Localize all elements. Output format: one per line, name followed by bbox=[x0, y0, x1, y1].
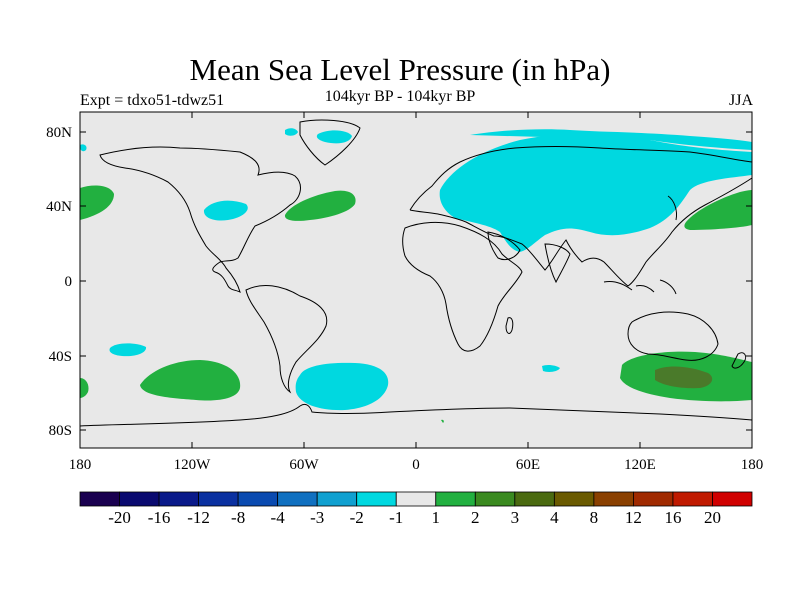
north-atlantic-positive-region bbox=[284, 190, 356, 221]
colorbar-box bbox=[514, 491, 555, 507]
lon-label-60w: 60W bbox=[289, 457, 319, 473]
colorbar-box bbox=[277, 491, 318, 507]
colorbar-label: 8 bbox=[590, 508, 599, 527]
lat-label-40n: 40N bbox=[46, 199, 72, 215]
experiment-label: Expt = tdxo51-tdwz51 bbox=[80, 92, 225, 109]
colorbar-label: 4 bbox=[550, 508, 559, 527]
colorbar-box bbox=[672, 491, 713, 507]
eurasia-negative-region bbox=[439, 133, 752, 252]
colorbar-box bbox=[633, 491, 674, 507]
new-zealand-coast bbox=[731, 352, 747, 369]
eurasia-coast bbox=[409, 146, 753, 287]
colorbar-label: -12 bbox=[187, 508, 210, 527]
colorbar-box bbox=[712, 491, 753, 507]
india-coast bbox=[544, 243, 571, 284]
colorbar-label: -2 bbox=[350, 508, 364, 527]
canada-negative-region bbox=[203, 200, 248, 221]
colorbar-box bbox=[198, 491, 239, 507]
antarctica-coast bbox=[79, 403, 753, 427]
colorbar-label: -3 bbox=[310, 508, 324, 527]
arabia-coast bbox=[487, 231, 521, 261]
south-pacific-negative-region bbox=[109, 343, 147, 357]
lon-axis bbox=[191, 112, 641, 448]
lon-label-60e: 60E bbox=[516, 457, 540, 473]
colorbar-box bbox=[474, 491, 516, 507]
colorbar-label: -4 bbox=[271, 508, 286, 527]
lat-label-80s: 80S bbox=[49, 423, 72, 439]
lon-label-120e: 120E bbox=[624, 457, 656, 473]
greenland-negative-region bbox=[316, 130, 352, 144]
indonesia-coast bbox=[603, 279, 677, 295]
colorbar-label: -16 bbox=[148, 508, 171, 527]
colorbar-box bbox=[316, 491, 358, 507]
australia-south-core-region bbox=[655, 366, 713, 389]
south-pacific-positive-region bbox=[140, 360, 241, 401]
north-pacific-west-positive-region bbox=[80, 185, 114, 220]
colorbar-label: -8 bbox=[231, 508, 245, 527]
colorbar-box bbox=[553, 491, 595, 507]
lat-label-80n: 80N bbox=[46, 125, 72, 141]
colorbar-label: -1 bbox=[389, 508, 403, 527]
australia-coast bbox=[627, 311, 719, 361]
anomaly-layer bbox=[79, 128, 752, 423]
colorbar-label: 20 bbox=[704, 508, 721, 527]
lat-label-40s: 40S bbox=[49, 349, 72, 365]
colorbar-label: 1 bbox=[432, 508, 441, 527]
lon-label-0: 0 bbox=[412, 457, 420, 473]
period-label: 104kyr BP - 104kyr BP bbox=[324, 88, 476, 105]
north-america-coast bbox=[99, 146, 301, 293]
colorbar-label: 16 bbox=[664, 508, 681, 527]
indian-ocean-negative-region bbox=[542, 364, 560, 372]
arctic-negative-region bbox=[470, 129, 752, 150]
africa-coast bbox=[402, 221, 523, 352]
small-green-dot bbox=[441, 419, 444, 423]
south-pacific-west-positive-region bbox=[80, 378, 89, 398]
colorbar-box bbox=[119, 491, 160, 507]
lat-label-0: 0 bbox=[65, 274, 73, 290]
japan-coast bbox=[667, 195, 677, 221]
colorbar-label: 2 bbox=[471, 508, 480, 527]
coastlines bbox=[79, 119, 753, 427]
lat-axis bbox=[80, 131, 752, 431]
north-pacific-east-positive-region bbox=[684, 190, 752, 230]
colorbar-label: -20 bbox=[108, 508, 131, 527]
south-america-coast bbox=[245, 284, 328, 394]
colorbar-box bbox=[237, 491, 279, 507]
colorbar-label: 12 bbox=[625, 508, 642, 527]
colorbar-box bbox=[593, 491, 634, 507]
lon-label-120w: 120W bbox=[174, 457, 212, 473]
colorbar: -20 -16 -12 -8 -4 -3 -2 -1 1 2 3 4 8 12 16 20 bbox=[79, 491, 753, 527]
colorbar-box bbox=[395, 491, 437, 507]
colorbar-box bbox=[79, 491, 120, 507]
greenland-coast bbox=[299, 119, 361, 166]
map-title: Mean Sea Level Pressure (in hPa) bbox=[189, 52, 611, 87]
colorbar-label: 3 bbox=[511, 508, 520, 527]
south-atlantic-negative-region bbox=[295, 362, 389, 411]
madagascar-coast bbox=[505, 317, 514, 334]
hudson-negative-region bbox=[285, 128, 298, 136]
lon-label-180e: 180 bbox=[741, 457, 764, 473]
arctic-dot-region bbox=[79, 144, 87, 152]
colorbar-box bbox=[356, 491, 397, 507]
colorbar-box bbox=[158, 491, 199, 507]
season-label: JJA bbox=[728, 92, 753, 109]
colorbar-box bbox=[435, 491, 476, 507]
lon-label-180w: 180 bbox=[69, 457, 92, 473]
